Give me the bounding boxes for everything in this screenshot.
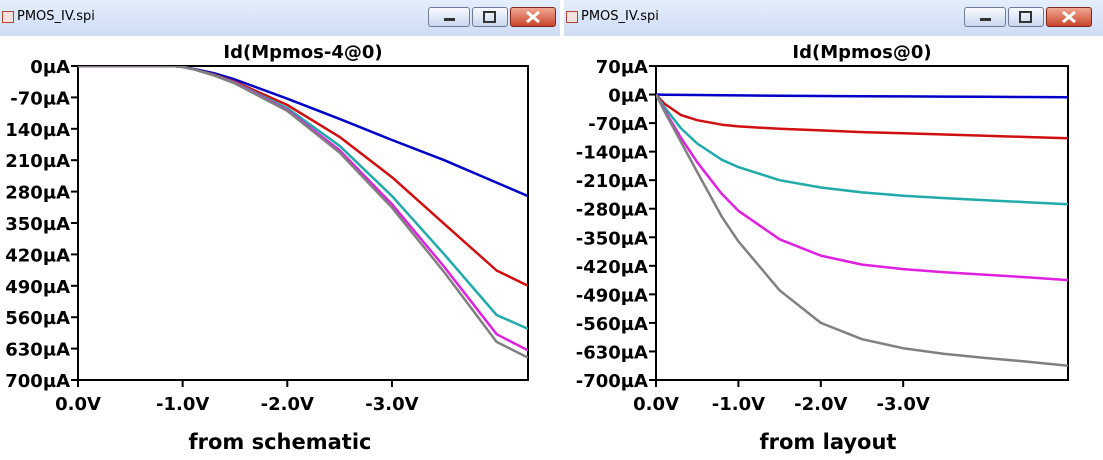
series-line-1 (656, 93, 1068, 99)
close-button[interactable] (510, 7, 556, 27)
y-tick-label: 350µA (5, 214, 70, 235)
caption-left: from schematic (188, 430, 372, 454)
y-tick-label: -70µA (588, 114, 648, 135)
title-bar[interactable]: PMOS_IV.spi (564, 0, 1103, 36)
chart-right: Id(Mpmos@0) 70µA 0µA -70µA -140µA -210µA -280µ… (576, 42, 1069, 415)
y-tick-label: -210µA (576, 171, 648, 192)
series-line-3 (656, 93, 1068, 206)
y-tick-label: 490µA (5, 277, 70, 298)
minimize-icon (444, 18, 455, 21)
plot-area: Id(Mpmos-4@0) 0µA -70µA 140µA 210µA 280µA 350µ… (0, 36, 560, 424)
maximize-icon (1019, 11, 1032, 23)
series-line-1 (78, 66, 528, 198)
y-tick-label: -560µA (576, 314, 648, 335)
series-line-2 (656, 93, 1068, 140)
series-line-5 (656, 93, 1068, 367)
y-tick-label: 280µA (5, 183, 70, 204)
document-icon (2, 11, 14, 23)
maximize-button[interactable] (1008, 7, 1044, 27)
title-bar[interactable]: PMOS_IV.spi (0, 0, 560, 36)
y-tick-label: 210µA (5, 151, 70, 172)
chart-title: Id(Mpmos@0) (792, 42, 931, 63)
y-tick-label: 70µA (596, 57, 648, 78)
y-tick-label: 140µA (5, 120, 70, 141)
maximize-button[interactable] (472, 7, 508, 27)
y-tick-label: -420µA (576, 257, 648, 278)
chart-left: Id(Mpmos-4@0) 0µA -70µA 140µA 210µA 280µA 350µ… (5, 42, 529, 415)
x-tick-label: -3.0V (877, 394, 930, 415)
y-tick-label: -140µA (576, 143, 648, 164)
y-tick-label: -350µA (576, 228, 648, 249)
y-tick-label: 630µA (5, 340, 70, 361)
x-tick-label: -1.0V (712, 394, 765, 415)
plot-frame (655, 65, 1069, 381)
document-icon (566, 11, 578, 23)
window-title: PMOS_IV.spi (17, 9, 95, 24)
x-tick-label: -3.0V (365, 394, 418, 415)
y-tick-label: -700µA (576, 371, 648, 392)
window-title: PMOS_IV.spi (581, 9, 659, 24)
series-line-4 (656, 93, 1068, 282)
y-tick-label: -630µA (576, 342, 648, 363)
x-tick-label: 0.0V (633, 394, 679, 415)
minimize-icon (980, 18, 991, 21)
close-icon (526, 10, 540, 24)
minimize-button[interactable] (428, 7, 470, 27)
maximize-icon (483, 11, 496, 23)
x-tick-label: 0.0V (55, 394, 101, 415)
plot-frame (77, 65, 529, 381)
x-tick-label: -2.0V (261, 394, 314, 415)
y-tick-label: -280µA (576, 200, 648, 221)
x-tick-label: -1.0V (156, 394, 209, 415)
y-tick-label: -70µA (10, 88, 70, 109)
close-button[interactable] (1046, 7, 1092, 27)
plot-area: Id(Mpmos@0) 70µA 0µA -70µA -140µA -210µA -280µ… (564, 36, 1103, 424)
y-tick-label: 420µA (5, 245, 70, 266)
y-tick-label: -490µA (576, 285, 648, 306)
y-tick-label: 560µA (5, 308, 70, 329)
series-line-5 (78, 66, 528, 359)
y-tick-label: 700µA (5, 371, 70, 392)
chart-title: Id(Mpmos-4@0) (223, 42, 382, 63)
window-left: PMOS_IV.spi Id(Mpmos-4@0) 0µA -70µA 140µA 21… (0, 0, 560, 424)
caption-right: from layout (759, 430, 897, 454)
x-tick-label: -2.0V (794, 394, 847, 415)
y-tick-label: 0µA (608, 86, 648, 107)
close-icon (1062, 10, 1076, 24)
y-tick-label: 0µA (30, 57, 70, 78)
window-right: PMOS_IV.spi Id(Mpmos@0) 70µA 0µA -70µA -140µ… (564, 0, 1103, 424)
minimize-button[interactable] (964, 7, 1006, 27)
